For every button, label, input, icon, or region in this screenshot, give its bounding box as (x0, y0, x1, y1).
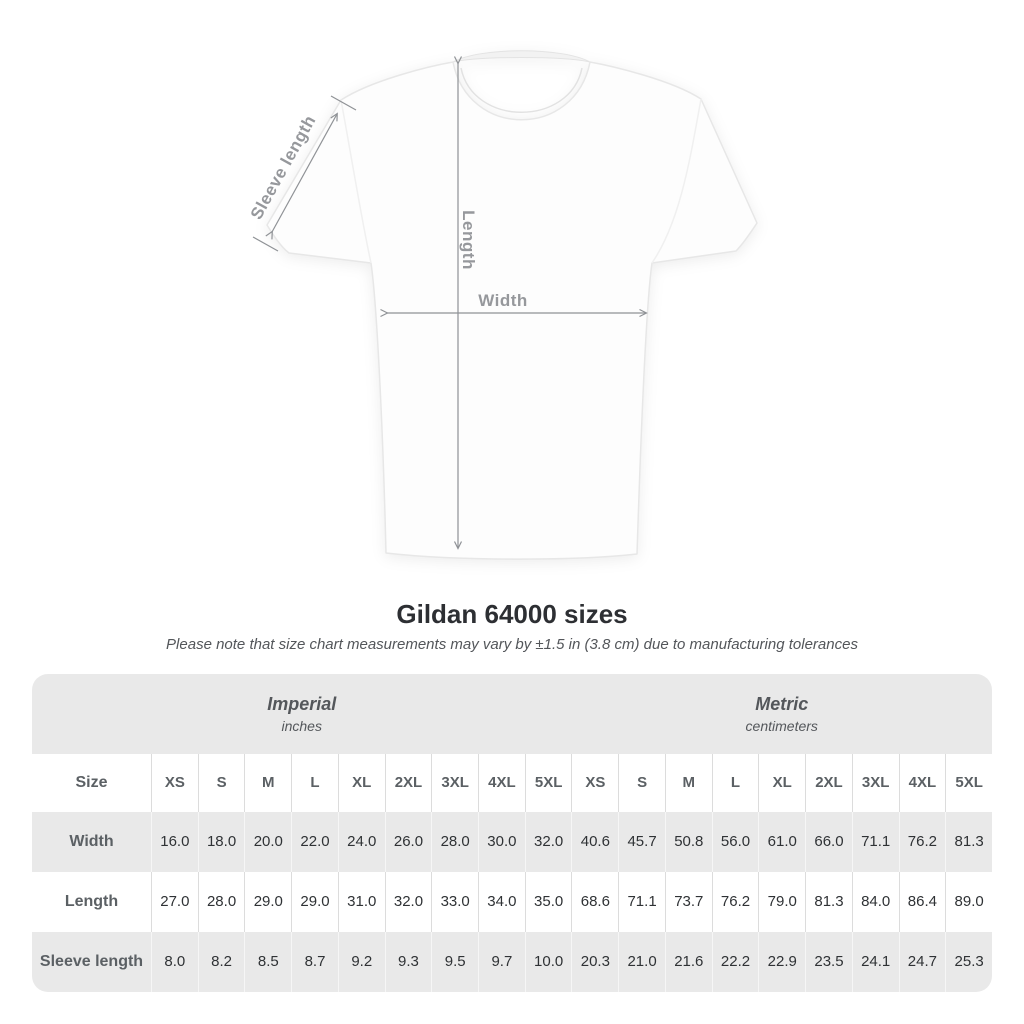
measure-cell-imperial: 26.0 (384, 811, 432, 872)
sleeve-arrow (252, 95, 357, 252)
measure-cell-imperial: 9.7 (478, 931, 525, 992)
measure-cell-metric: 56.0 (711, 811, 759, 872)
measure-cell-imperial: 9.3 (384, 931, 432, 992)
size-col-header-metric: 5XL (945, 753, 992, 812)
size-col-header-metric: S (618, 753, 665, 812)
measure-cell-metric: 86.4 (898, 871, 946, 932)
measure-cell-imperial: 9.2 (337, 931, 385, 992)
size-col-header-imperial: L (291, 753, 338, 812)
measure-cell-imperial: 22.0 (291, 811, 338, 872)
row-label: Length (32, 871, 151, 932)
measure-cell-metric: 71.1 (618, 871, 665, 932)
size-col-header-metric: M (664, 753, 712, 812)
measure-cell-imperial: 24.0 (337, 811, 385, 872)
measure-cell-imperial: 29.0 (291, 871, 338, 932)
measure-cell-metric: 22.9 (758, 931, 806, 992)
measure-cell-imperial: 20.0 (244, 811, 292, 872)
size-col-header-metric: 3XL (851, 753, 899, 812)
size-table: Imperial inches Metric centimeters Size X… (32, 673, 992, 992)
measure-cell-imperial: 8.7 (291, 931, 338, 992)
size-col-header-imperial: XS (151, 753, 198, 812)
measure-cell-metric: 45.7 (618, 811, 665, 872)
row-label: Width (32, 811, 151, 872)
size-col-header-metric: 4XL (898, 753, 946, 812)
size-col-header-imperial: 3XL (431, 753, 479, 812)
length-label: Length (459, 210, 478, 270)
measure-cell-metric: 23.5 (805, 931, 852, 992)
measure-cell-imperial: 30.0 (478, 811, 525, 872)
tolerance-note: Please note that size chart measurements… (166, 635, 858, 653)
size-col-header-imperial: M (244, 753, 292, 812)
measure-cell-imperial: 8.0 (151, 931, 198, 992)
measure-cell-metric: 40.6 (571, 811, 619, 872)
measure-cell-metric: 84.0 (851, 871, 899, 932)
measure-cell-metric: 76.2 (711, 871, 759, 932)
page-title: Gildan 64000 sizes (396, 599, 628, 629)
measure-cell-metric: 81.3 (805, 871, 852, 932)
imperial-header: Imperial inches (32, 673, 572, 754)
size-col-header-imperial: 2XL (384, 753, 432, 812)
measure-cell-metric: 61.0 (758, 811, 806, 872)
measure-cell-metric: 20.3 (571, 931, 619, 992)
measure-cell-metric: 25.3 (945, 931, 992, 992)
metric-header: Metric centimeters (571, 673, 992, 754)
metric-unit: centimeters (745, 717, 818, 734)
tshirt-diagram: Sleeve length Length Width (247, 50, 758, 560)
measure-cell-imperial: 29.0 (244, 871, 292, 932)
measure-cell-metric: 66.0 (805, 811, 852, 872)
tshirt-figure: Sleeve length Length Width (247, 50, 758, 560)
measure-cell-metric: 68.6 (571, 871, 619, 932)
size-col-header-imperial: S (197, 753, 245, 812)
measure-cell-imperial: 33.0 (431, 871, 479, 932)
measure-cell-metric: 50.8 (664, 811, 712, 872)
size-col-header-metric: XS (571, 753, 619, 812)
size-col-header-metric: 2XL (805, 753, 852, 812)
measure-cell-metric: 21.6 (664, 931, 712, 992)
measure-cell-metric: 21.0 (618, 931, 665, 992)
measure-cell-imperial: 32.0 (384, 871, 432, 932)
measure-cell-imperial: 10.0 (524, 931, 572, 992)
size-col-header-imperial: 5XL (524, 753, 572, 812)
measure-cell-imperial: 16.0 (151, 811, 198, 872)
width-label: Width (478, 291, 528, 310)
measure-cell-metric: 24.7 (898, 931, 946, 992)
measure-cell-metric: 81.3 (945, 811, 992, 872)
measure-cell-metric: 71.1 (851, 811, 899, 872)
size-col-header-imperial: 4XL (478, 753, 525, 812)
measure-cell-metric: 22.2 (711, 931, 759, 992)
measure-cell-imperial: 8.2 (197, 931, 245, 992)
measure-cell-imperial: 34.0 (478, 871, 525, 932)
measure-cell-metric: 73.7 (664, 871, 712, 932)
size-col-header-metric: L (711, 753, 759, 812)
size-col-header-imperial: XL (337, 753, 385, 812)
measure-cell-imperial: 28.0 (197, 871, 245, 932)
size-chart: Imperial inches Metric centimeters Size X… (32, 673, 992, 992)
measure-cell-imperial: 28.0 (431, 811, 479, 872)
measure-cell-metric: 24.1 (851, 931, 899, 992)
measure-cell-metric: 89.0 (945, 871, 992, 932)
measure-cell-imperial: 8.5 (244, 931, 292, 992)
metric-title: Metric (755, 694, 809, 715)
measure-cell-imperial: 32.0 (524, 811, 572, 872)
measure-cell-imperial: 18.0 (197, 811, 245, 872)
row-label: Sleeve length (32, 931, 151, 992)
measure-cell-imperial: 9.5 (431, 931, 479, 992)
imperial-unit: inches (281, 717, 322, 734)
size-row-label: Size (32, 753, 151, 812)
measure-cell-metric: 76.2 (898, 811, 946, 872)
measure-cell-imperial: 35.0 (524, 871, 572, 932)
measure-cell-imperial: 31.0 (337, 871, 385, 932)
imperial-title: Imperial (267, 694, 337, 715)
measure-cell-metric: 79.0 (758, 871, 806, 932)
measure-cell-imperial: 27.0 (151, 871, 198, 932)
size-col-header-metric: XL (758, 753, 806, 812)
